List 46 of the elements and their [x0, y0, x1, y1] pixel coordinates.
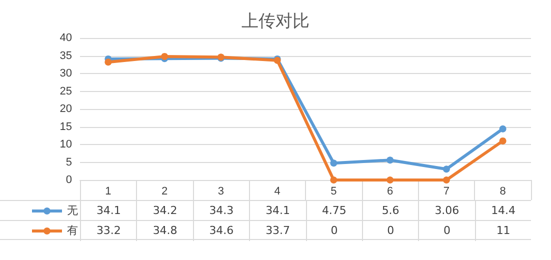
- data-label: 14.4: [474, 201, 531, 221]
- data-label: 34.1: [80, 201, 136, 221]
- data-label: 11: [474, 221, 531, 241]
- data-label: 4.75: [306, 201, 362, 221]
- x-tick-label: 1: [105, 186, 112, 198]
- point: [499, 125, 506, 132]
- x-tick-label: 7: [443, 186, 450, 198]
- y-tick-label: 40: [60, 32, 72, 44]
- data-label: 34.8: [136, 221, 193, 241]
- point: [330, 176, 338, 184]
- point: [386, 176, 394, 184]
- data-label: 34.6: [192, 221, 250, 241]
- point: [161, 52, 168, 60]
- data-label: 34.1: [249, 201, 306, 221]
- y-tick-label: 15: [60, 120, 72, 133]
- x-tick-label: 4: [274, 186, 280, 198]
- point: [442, 176, 450, 184]
- data-label: 33.7: [249, 221, 306, 241]
- y-tick-label: 25: [60, 85, 72, 98]
- point: [330, 160, 338, 167]
- x-tick-label: 5: [330, 186, 337, 198]
- point: [104, 58, 112, 66]
- data-label: 0: [362, 221, 418, 241]
- y-tick-label: 0: [66, 174, 72, 186]
- data-label: 34.2: [136, 201, 193, 221]
- y-tick-label: 30: [60, 68, 72, 80]
- data-label: 33.2: [80, 221, 136, 241]
- y-tick-label: 20: [60, 103, 72, 115]
- point: [499, 137, 506, 144]
- x-tick-label: 3: [218, 186, 224, 198]
- data-label: 34.3: [192, 201, 250, 221]
- data-label: 0: [418, 221, 475, 241]
- point: [442, 166, 450, 173]
- data-label: 5.6: [362, 201, 418, 221]
- x-tick-label: 6: [387, 186, 394, 198]
- y-tick-label: 35: [60, 50, 72, 62]
- data-label: 0: [306, 221, 362, 241]
- point: [386, 156, 394, 164]
- legend-label: 无: [67, 204, 78, 217]
- x-tick-label: 8: [500, 186, 506, 198]
- chart-title: 上传对比: [242, 12, 310, 32]
- y-tick-label: 10: [60, 138, 72, 150]
- y-tick-label: 5: [66, 156, 72, 168]
- legend-label: 有: [67, 224, 78, 237]
- data-label: 3.06: [418, 201, 475, 221]
- x-tick-label: 2: [162, 186, 168, 198]
